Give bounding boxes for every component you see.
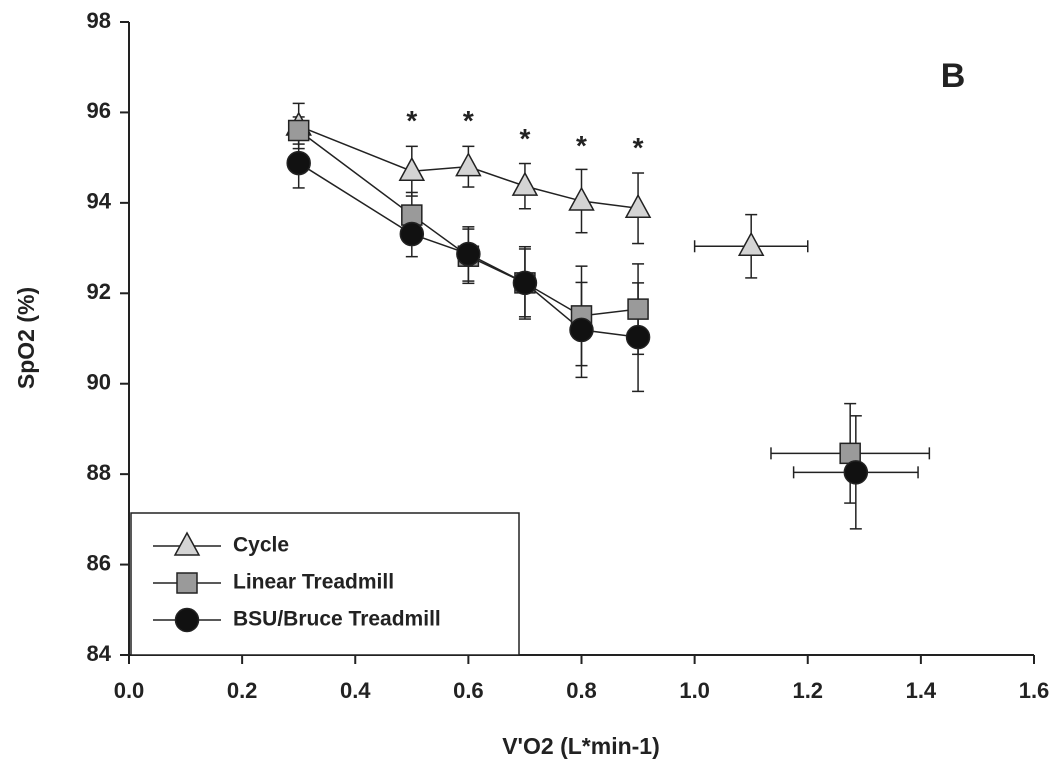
legend-marker <box>173 531 201 556</box>
marker <box>737 231 765 257</box>
legend-marker <box>174 607 200 633</box>
x-tick-label: 0.2 <box>227 678 258 703</box>
legend-marker <box>176 572 198 594</box>
significance-marker: * <box>519 123 530 154</box>
significance-marker: * <box>463 105 474 136</box>
significance-marker: * <box>633 132 644 163</box>
marker <box>455 152 482 177</box>
x-tick-label: 0.4 <box>340 678 371 703</box>
marker <box>456 241 481 267</box>
y-tick-label: 98 <box>87 8 111 33</box>
x-axis-label: V'O2 (L*min-1) <box>502 733 660 759</box>
marker <box>624 193 652 219</box>
x-tick-label: 1.2 <box>792 678 823 703</box>
marker <box>512 270 538 296</box>
y-tick-label: 92 <box>87 279 111 304</box>
x-tick-label: 1.6 <box>1019 678 1050 703</box>
panel-label: B <box>941 57 966 95</box>
y-axis-label: SpO2 (%) <box>13 287 39 389</box>
marker <box>843 460 869 485</box>
significance-marker: * <box>576 130 587 161</box>
x-tick-label: 1.0 <box>679 678 710 703</box>
marker <box>286 150 311 176</box>
legend-label: Linear Treadmill <box>233 571 394 594</box>
x-tick-label: 1.4 <box>906 678 937 703</box>
y-tick-label: 94 <box>87 189 112 214</box>
x-tick-label: 0.6 <box>453 678 484 703</box>
y-tick-label: 86 <box>87 550 111 575</box>
legend-label: BSU/Bruce Treadmill <box>233 608 441 631</box>
series-line <box>299 131 850 454</box>
y-tick-label: 96 <box>87 98 111 123</box>
x-tick-label: 0.8 <box>566 678 597 703</box>
x-tick-label: 0.0 <box>114 678 145 703</box>
marker <box>568 186 595 211</box>
marker <box>287 119 310 142</box>
marker <box>511 171 539 196</box>
marker <box>625 324 651 350</box>
legend-label: Cycle <box>233 534 289 557</box>
y-tick-label: 84 <box>87 641 112 666</box>
marker <box>399 221 425 247</box>
y-tick-label: 90 <box>87 370 111 395</box>
marker <box>569 317 594 343</box>
significance-marker: * <box>406 105 417 136</box>
marker <box>627 298 649 320</box>
marker <box>398 156 426 181</box>
y-tick-label: 88 <box>87 460 111 485</box>
